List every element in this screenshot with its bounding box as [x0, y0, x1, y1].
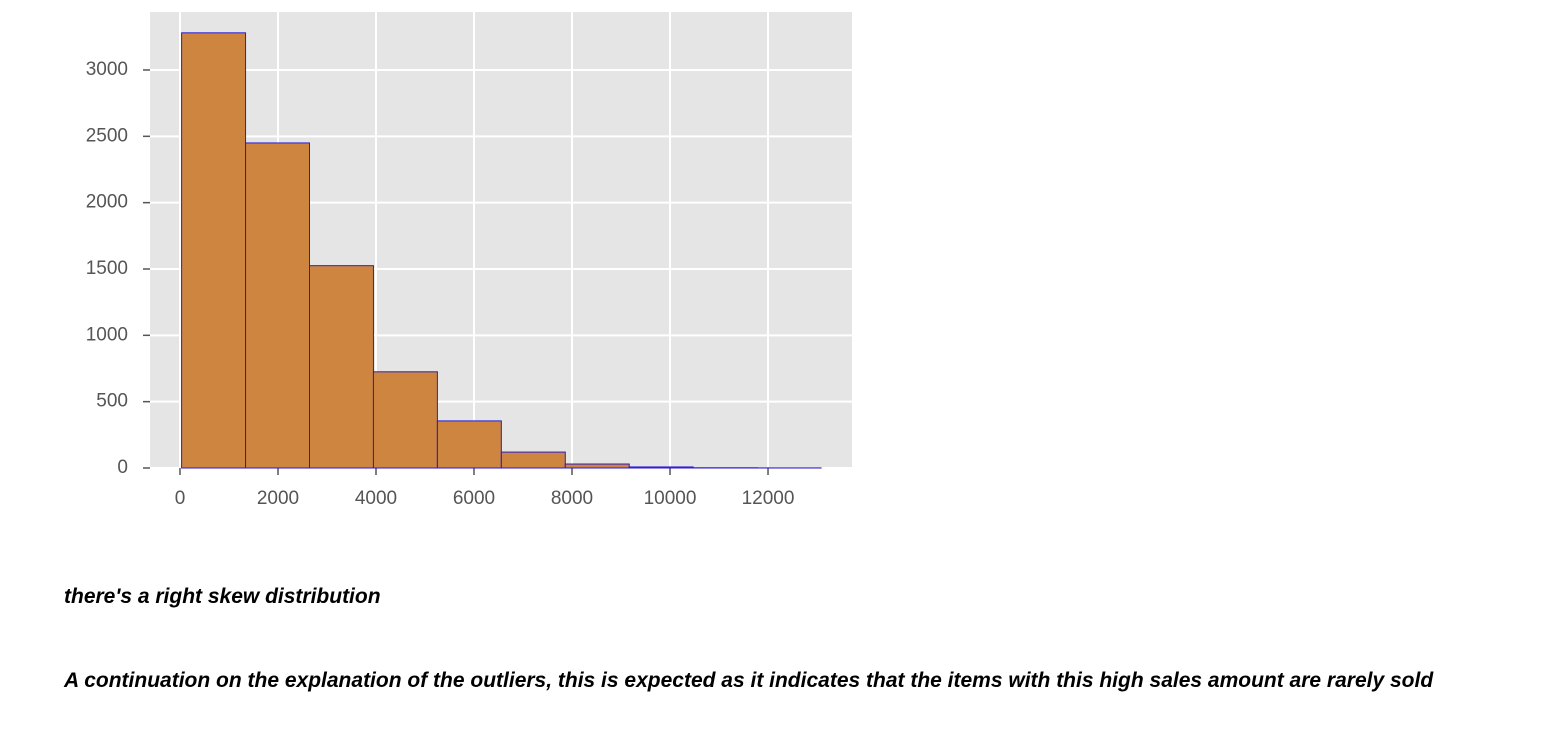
bar: [181, 32, 247, 469]
bar: [372, 371, 438, 469]
y-tick-label: 2000: [86, 192, 128, 213]
x-tick-label: 6000: [453, 488, 495, 509]
bar: [436, 420, 502, 469]
y-tick-label: 500: [96, 391, 128, 412]
y-tick-label: 3000: [86, 59, 128, 80]
chart: 0 500 1000 1500 2000 2500 3000 0 2000 4000 6000 800…: [86, 12, 852, 509]
bar: [500, 451, 566, 469]
x-tick-label: 4000: [355, 488, 397, 509]
x-tick-label: 2000: [257, 488, 299, 509]
x-tick-label: 0: [175, 488, 186, 509]
x-tick-label: 10000: [644, 488, 697, 509]
bar: [564, 463, 630, 469]
y-tick-label: 1000: [86, 324, 128, 345]
note: there's a right skew distribution: [64, 585, 381, 608]
x-tick-label: 8000: [551, 488, 593, 509]
y-tick-label: 2500: [86, 125, 128, 146]
bar: [628, 466, 694, 469]
bar: [245, 142, 311, 469]
x-tick-label: 12000: [742, 488, 795, 509]
y-tick-label: 1500: [86, 258, 128, 279]
y-tick-label: 0: [117, 457, 128, 478]
bar: [309, 265, 374, 469]
note: A continuation on the explanation of the…: [64, 669, 1434, 692]
